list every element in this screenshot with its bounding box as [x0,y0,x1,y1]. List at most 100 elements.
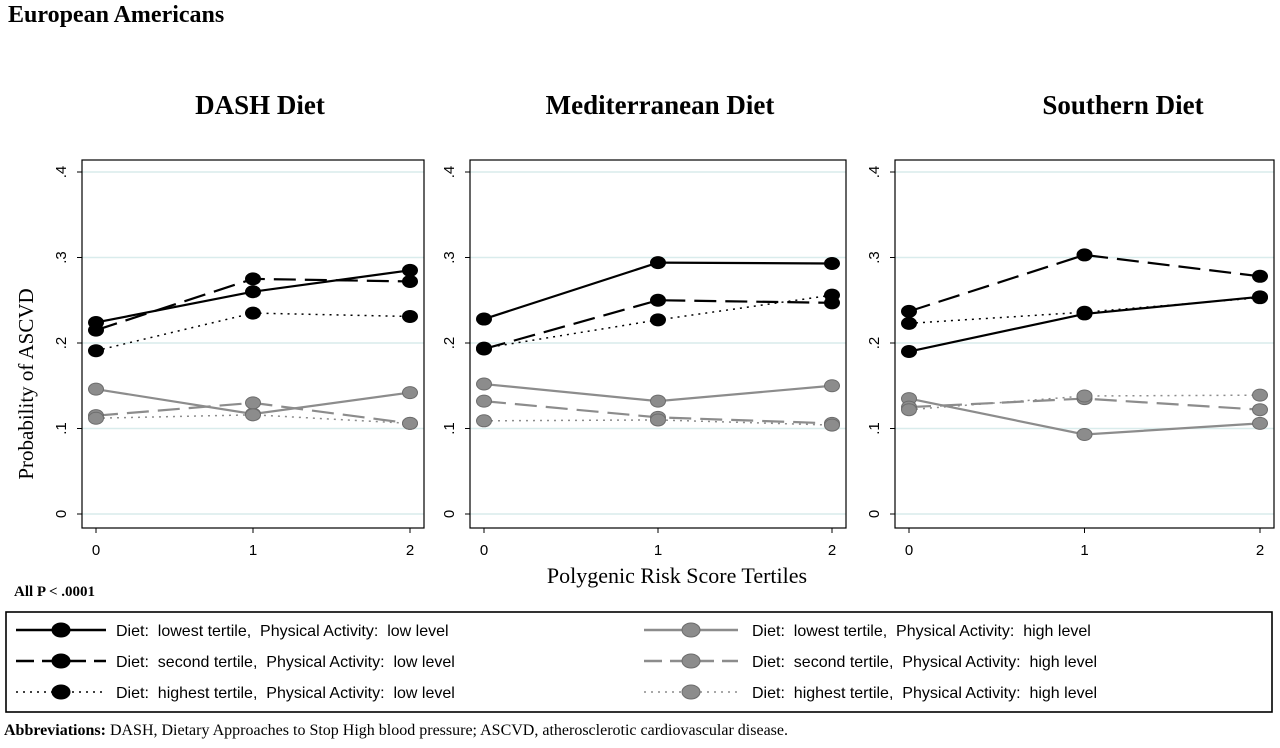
series-point [650,394,666,408]
y-tick-label: 0 [441,510,458,518]
x-tick-label: 1 [1080,542,1088,559]
series-point [1252,388,1268,402]
legend-item: Diet: highest tertile, Physical Activity… [16,684,455,702]
series-point [1076,248,1093,262]
y-tick-label: .3 [53,251,70,264]
panel-title: DASH Diet [195,90,325,120]
legend-box [5,611,1273,713]
series-point [1076,427,1093,441]
legend-item: Diet: second tertile, Physical Activity:… [644,653,1097,671]
series-point [1076,389,1093,403]
series-point [402,309,418,323]
significance-note: All P < .0001 [14,584,96,600]
chart-panel-2: Mediterranean Diet 0 .1 .2 .3 .4 0 1 2 [441,90,847,559]
panel-title: Southern Diet [1042,90,1203,120]
series-point [650,413,666,427]
plot-frame [81,159,425,529]
abbreviations-footnote: Abbreviations: DASH, Dietary Approaches … [4,722,788,740]
y-axis-label: Probability of ASCVD [14,288,38,479]
legend-label: Diet: highest tertile, Physical Activity… [752,685,1097,702]
series-point [1076,305,1093,319]
abbreviations-text: DASH, Dietary Approaches to Stop High bl… [109,722,789,739]
series-point [476,394,492,408]
series-point [476,377,492,391]
y-tick-label: .1 [53,422,70,435]
series-point [476,341,492,355]
series-point [650,313,666,327]
legend-item: Diet: highest tertile, Physical Activity… [644,684,1097,702]
legend-item: Diet: second tertile, Physical Activity:… [16,653,455,671]
series-point [901,345,917,359]
series-point [402,263,418,277]
y-tick-label: .3 [441,251,458,264]
legend-marker [51,622,71,638]
x-tick-label: 2 [828,542,836,559]
chart-panel-1: DASH Diet 0 .1 .2 .3 .4 0 1 2 [53,90,425,559]
series-point [245,306,261,320]
chart-panel-3: Southern Diet 0 .1 .2 .3 .4 0 1 2 [866,90,1275,559]
x-tick-label: 0 [92,542,100,559]
y-tick-label: .2 [53,337,70,350]
legend-item: Diet: lowest tertile, Physical Activity:… [644,622,1091,640]
legend-label: Diet: lowest tertile, Physical Activity:… [752,623,1091,640]
y-tick-label: .4 [866,166,883,179]
y-tick-label: .1 [866,422,883,435]
y-tick-label: 0 [53,510,70,518]
plot-frame [469,159,847,529]
series-point [650,293,666,307]
series-point [88,382,104,396]
y-tick-label: .1 [441,422,458,435]
legend: Diet: lowest tertile, Physical Activity:… [5,611,1273,713]
x-tick-label: 2 [1256,542,1264,559]
panel-title: Mediterranean Diet [546,90,775,120]
series-point [402,274,418,288]
series-point [245,396,261,410]
y-tick-label: .4 [53,166,70,179]
figure-title: European Americans [8,2,225,28]
series-point [650,256,666,270]
series-point [245,272,261,286]
series-point [824,418,840,432]
y-tick-label: .2 [441,337,458,350]
series-point [901,304,917,318]
series-line [483,261,833,321]
y-tick-label: 0 [866,510,883,518]
x-axis-label: Polygenic Risk Score Tertiles [547,563,807,588]
y-tick-label: .4 [441,166,458,179]
legend-marker [681,622,701,638]
series-point [824,379,840,393]
series-point [402,386,418,400]
series-point [88,344,104,358]
y-tick-label: .2 [866,337,883,350]
legend-marker [681,653,701,669]
legend-item: Diet: lowest tertile, Physical Activity:… [16,622,449,640]
series-point [901,316,917,330]
x-tick-label: 2 [406,542,414,559]
series-point [402,416,418,430]
legend-marker [51,653,71,669]
x-tick-label: 1 [654,542,662,559]
series-point [245,285,261,299]
series-point [476,312,492,326]
series-point [245,408,261,422]
series-point [1252,403,1268,417]
y-tick-label: .3 [866,251,883,264]
legend-label: Diet: highest tertile, Physical Activity… [116,685,455,702]
x-tick-label: 1 [249,542,257,559]
series-point [88,323,104,337]
plot-frame [894,159,1275,529]
legend-label: Diet: lowest tertile, Physical Activity:… [116,623,449,640]
series-line [483,299,833,351]
legend-label: Diet: second tertile, Physical Activity:… [116,654,455,671]
legend-label: Diet: second tertile, Physical Activity:… [752,654,1097,671]
series-point [476,414,492,428]
x-tick-label: 0 [480,542,488,559]
series-point [824,288,840,302]
series-point [901,403,917,417]
legend-marker [681,684,701,700]
series-point [88,411,104,425]
x-tick-label: 0 [905,542,913,559]
series-point [1252,269,1268,283]
